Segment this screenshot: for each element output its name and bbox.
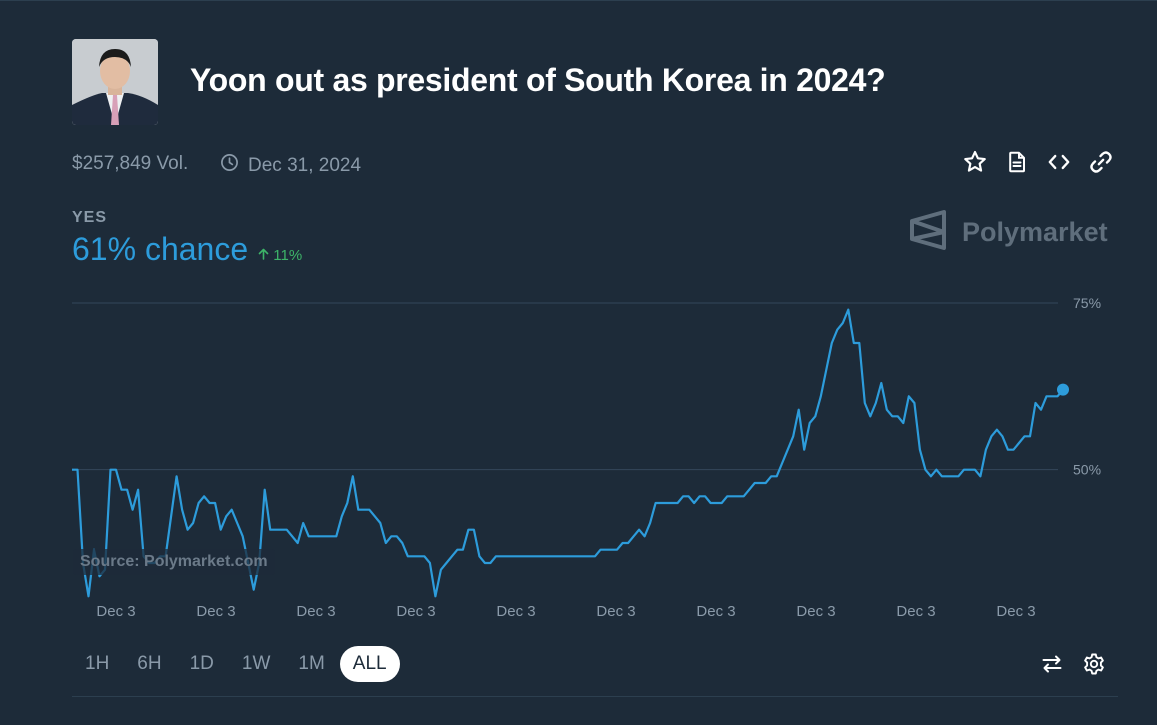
tab-all[interactable]: ALL	[339, 646, 400, 682]
chance-row: 61% chance 11%	[72, 231, 302, 268]
x-tick-label: Dec 3	[696, 603, 735, 620]
swap-icon[interactable]	[1039, 651, 1065, 677]
tab-1h[interactable]: 1H	[85, 653, 110, 674]
x-tick-label: Dec 3	[396, 603, 435, 620]
y-tick-label: 75%	[1073, 295, 1101, 311]
market-image	[72, 39, 158, 125]
polymarket-logo-icon	[908, 208, 948, 257]
volume-text: $257,849 Vol.	[72, 153, 189, 174]
chart-controls	[1039, 651, 1107, 677]
series-line	[72, 308, 1064, 598]
x-tick-label: Dec 3	[896, 603, 935, 620]
tab-1w[interactable]: 1W	[241, 653, 271, 674]
source-watermark: Source: Polymarket.com	[73, 549, 275, 575]
last-point-marker	[1057, 383, 1069, 396]
gear-icon[interactable]	[1081, 651, 1107, 677]
delta-badge: 11%	[258, 247, 302, 264]
delta-text: 11%	[273, 247, 303, 264]
x-tick-label: Dec 3	[596, 603, 635, 620]
tab-6h[interactable]: 6H	[137, 653, 162, 674]
x-axis-ticks: Dec 3 Dec 3 Dec 3 Dec 3 Dec 3 Dec 3 Dec 3 Dec 3…	[96, 603, 1035, 620]
brand-name: Polymarket	[962, 217, 1108, 247]
outcome-label: YES	[72, 209, 108, 226]
y-axis-ticks: 50% 75%	[1073, 295, 1101, 478]
x-tick-label: Dec 3	[96, 603, 135, 620]
x-tick-label: Dec 3	[196, 603, 235, 620]
tab-1d[interactable]: 1D	[189, 653, 214, 674]
y-tick-label: 50%	[1073, 462, 1101, 478]
price-chart: 50%75% Dec 3 Dec 3 Dec 3 Dec 3 Dec 3 Dec 3 Dec…	[72, 295, 1101, 620]
chance-text: 61% chance	[72, 231, 249, 267]
end-date-text: Dec 31, 2024	[248, 154, 362, 176]
x-tick-label: Dec 3	[496, 603, 535, 620]
clock-icon	[220, 153, 239, 178]
x-tick-label: Dec 3	[996, 603, 1035, 620]
link-icon[interactable]	[1088, 149, 1114, 175]
chart-grid	[72, 302, 1058, 471]
top-divider	[0, 0, 1157, 1]
price-series	[72, 308, 1069, 598]
market-title: Yoon out as president of South Korea in …	[190, 62, 886, 98]
polymarket-watermark: Polymarket	[908, 208, 1108, 257]
document-icon[interactable]	[1004, 149, 1030, 175]
star-icon[interactable]	[962, 149, 988, 175]
tab-1m[interactable]: 1M	[298, 653, 325, 674]
bottom-divider	[72, 696, 1118, 697]
timeframe-tabs: 1H 6H 1D 1W 1M ALL	[72, 646, 402, 682]
market-actions	[962, 149, 1114, 175]
end-date: Dec 31, 2024	[220, 153, 361, 178]
x-tick-label: Dec 3	[796, 603, 835, 620]
x-tick-label: Dec 3	[296, 603, 335, 620]
code-icon[interactable]	[1046, 149, 1072, 175]
arrow-up-icon	[258, 247, 269, 264]
